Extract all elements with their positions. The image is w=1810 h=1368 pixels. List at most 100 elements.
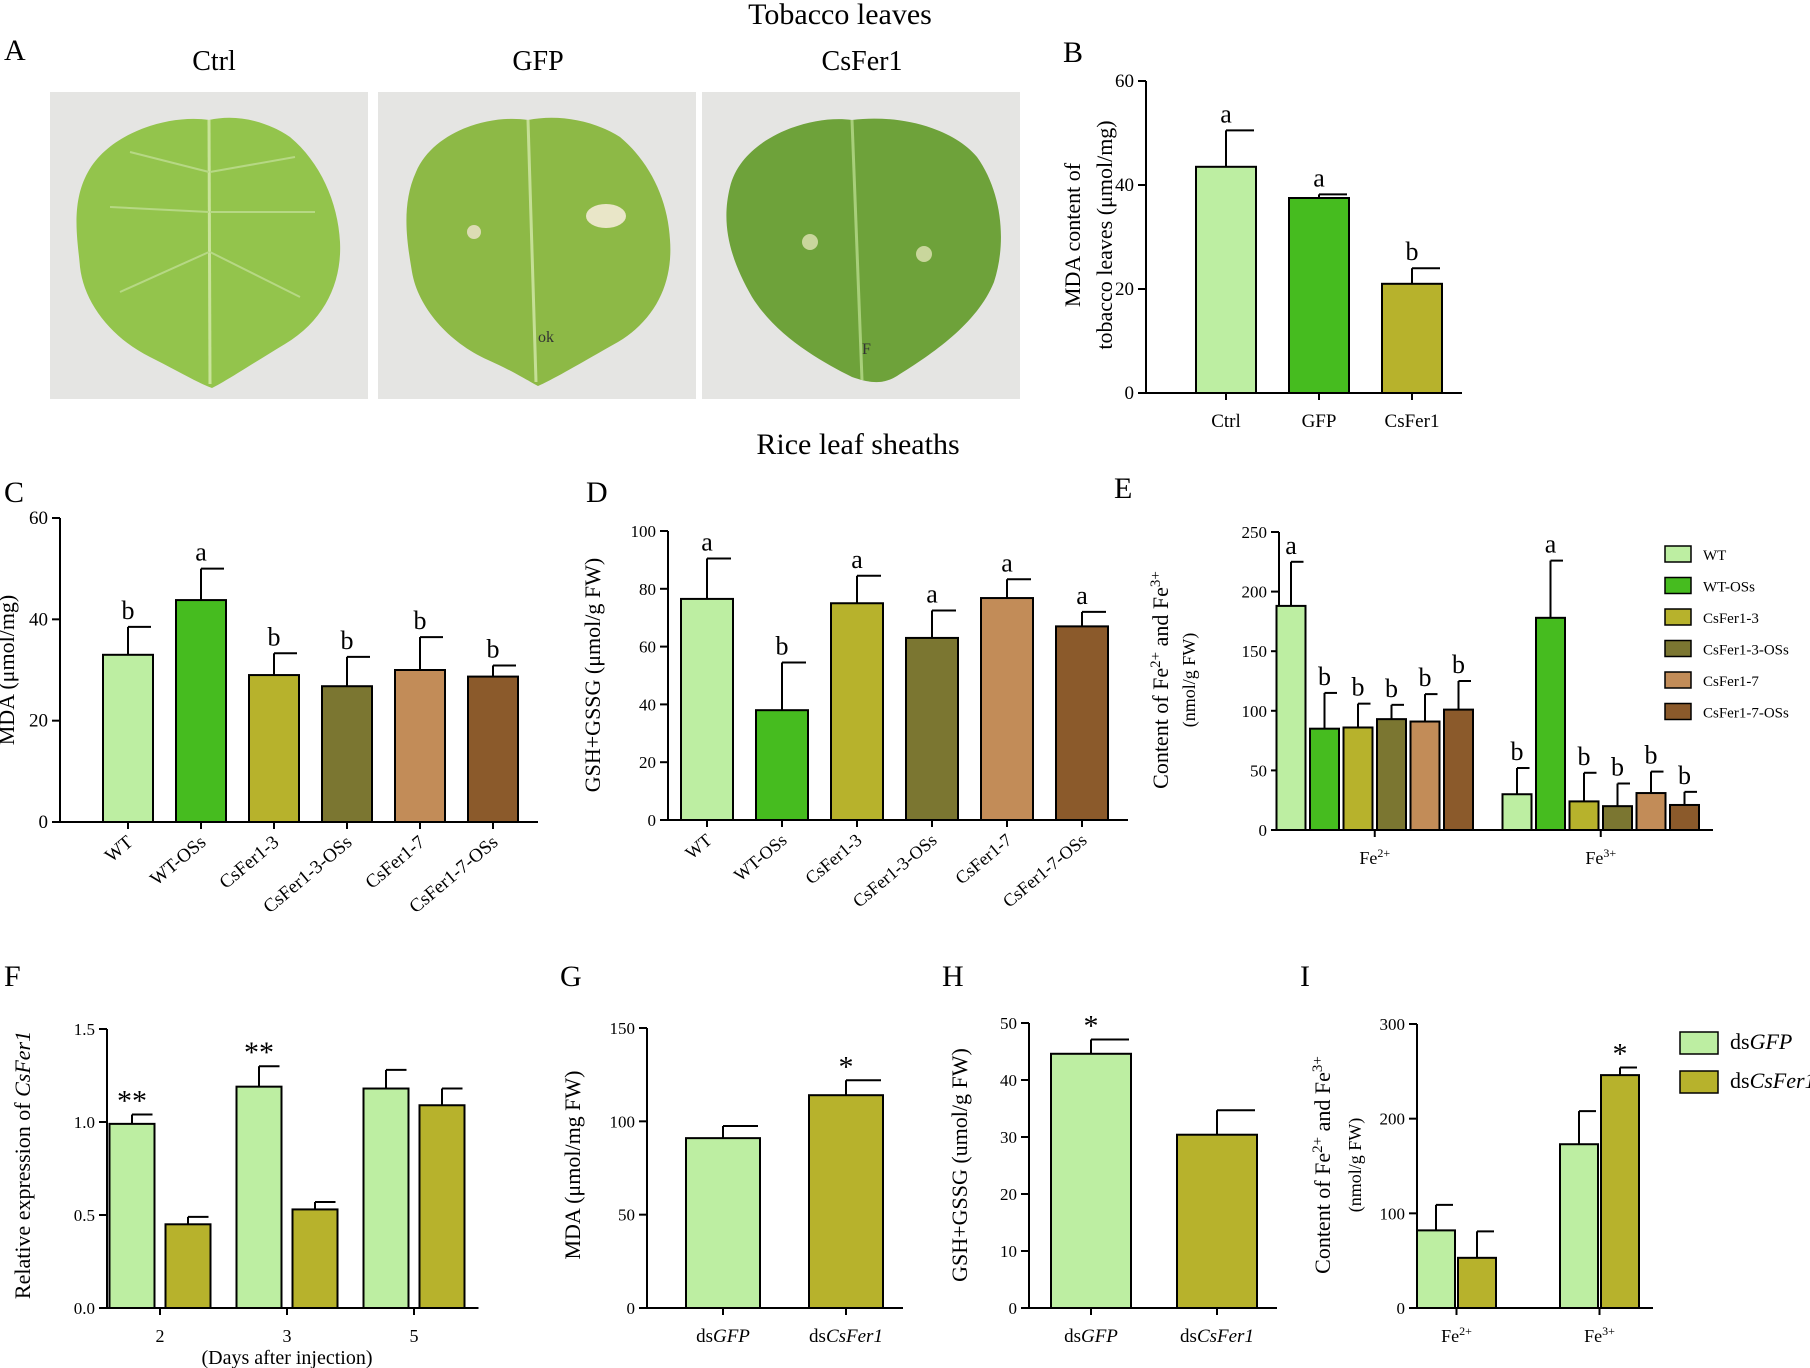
significance-letter-D: a <box>851 545 863 574</box>
y-tick-label-D: 100 <box>631 522 657 541</box>
significance-letter-C: b <box>122 596 135 625</box>
legend-swatch-E <box>1664 545 1692 563</box>
significance-letter-B: a <box>1313 163 1325 192</box>
section-title-tobacco: Tobacco leaves <box>748 0 932 31</box>
bar-B <box>1195 165 1257 394</box>
x-tick-label-G: dsGFP <box>696 1326 750 1347</box>
photo-label-ctrl: Ctrl <box>192 46 236 77</box>
leaf-image: ok <box>406 117 671 386</box>
legend-label-E: CsFer1-7-OSs <box>1703 706 1789 722</box>
bar-D <box>980 597 1034 821</box>
y-tick-label-C: 20 <box>29 711 48 732</box>
x-tick-label-F: 2 <box>156 1326 165 1346</box>
y-tick-label-G: 150 <box>610 1019 636 1038</box>
bar-I <box>1600 1074 1640 1309</box>
legend-swatch-E <box>1664 671 1692 689</box>
x-tick-label-C: WT-OSs <box>146 832 210 890</box>
bar-B <box>1381 282 1443 394</box>
panel-letter-e: E <box>1114 472 1133 505</box>
y-tick-label-E: 50 <box>1250 761 1267 780</box>
bar-C <box>467 675 519 823</box>
bar-D <box>680 597 734 821</box>
y-tick-label-E: 250 <box>1242 523 1268 542</box>
legend-label-E: CsFer1-7 <box>1703 674 1759 690</box>
x-tick-label-D: WT <box>681 830 715 863</box>
tobacco-leaf-photo-csfer1: F <box>702 92 1020 399</box>
panel-letter-c: C <box>4 476 25 509</box>
x-tick-label-B: GFP <box>1302 411 1337 432</box>
leaf-mark-ok: ok <box>538 329 554 346</box>
x-tick-label-E: Fe2+ <box>1359 846 1390 868</box>
bar-I <box>1416 1229 1456 1309</box>
bar-F <box>108 1122 156 1309</box>
y-tick-label-B: 0 <box>1125 383 1135 404</box>
x-tick-label-I: Fe2+ <box>1441 1324 1472 1346</box>
y-tick-label-B: 60 <box>1115 71 1134 92</box>
y-tick-label-G: 0 <box>627 1299 636 1318</box>
panel-letter-h: H <box>942 960 964 993</box>
y-axis-label-I: Content of Fe2+ and Fe3+ <box>1310 1056 1335 1274</box>
significance-letter-D: b <box>776 631 789 660</box>
panel-letter-b: B <box>1063 36 1084 69</box>
bar-G <box>808 1094 884 1309</box>
significance-letter-C: a <box>195 538 207 567</box>
legend-swatch-E <box>1664 702 1692 721</box>
bar-D <box>1055 625 1109 821</box>
bar-E <box>1535 616 1566 831</box>
bar-E <box>1602 805 1633 831</box>
y-tick-label-D: 20 <box>639 753 656 772</box>
legend-swatch-E <box>1664 639 1692 658</box>
y-tick-label-F: 0.0 <box>74 1299 95 1318</box>
bar-H <box>1176 1133 1258 1309</box>
x-tick-label-E: Fe3+ <box>1585 846 1616 868</box>
legend-label-I: dsGFP <box>1730 1029 1792 1054</box>
tobacco-leaf-photo-gfp: ok <box>378 92 696 399</box>
y-tick-label-C: 60 <box>29 508 48 529</box>
y-tick-label-E: 100 <box>1242 702 1268 721</box>
bar-C <box>248 674 300 823</box>
significance-letter-E: b <box>1645 741 1658 770</box>
y-tick-label-H: 40 <box>1000 1071 1017 1090</box>
x-tick-label-G: dsCsFer1 <box>809 1326 883 1347</box>
significance-letter-C: b <box>487 634 500 663</box>
y-axis-label-F: Relative expression of CsFer1 <box>10 1031 35 1299</box>
bar-E <box>1275 604 1307 831</box>
bar-D <box>905 636 959 821</box>
y-tick-label-D: 60 <box>639 638 656 657</box>
significance-letter-D: a <box>701 527 713 556</box>
x-tick-label-H: dsCsFer1 <box>1180 1326 1254 1347</box>
x-tick-label-F: 5 <box>410 1326 419 1346</box>
y-tick-label-C: 0 <box>39 812 49 833</box>
y-axis-label-B: MDA content of <box>1060 162 1085 307</box>
significance-letter-D: a <box>1076 581 1088 610</box>
y-tick-label-B: 20 <box>1115 279 1134 300</box>
y-tick-label-H: 10 <box>1000 1242 1017 1261</box>
significance-letter-E: b <box>1352 673 1365 702</box>
legend-label-I: dsCsFer1 <box>1730 1068 1810 1093</box>
bar-E <box>1443 708 1474 831</box>
y-axis-label-C: MDA (μmol/mg) <box>0 595 19 746</box>
bar-E <box>1409 720 1441 832</box>
y-tick-label-I: 300 <box>1380 1015 1406 1034</box>
y-tick-label-E: 0 <box>1259 821 1268 840</box>
bar-F <box>418 1104 466 1310</box>
panel-letter-f: F <box>4 960 21 993</box>
significance-mark-H: * <box>1084 1010 1099 1043</box>
y-axis-label-E: (nmol/g FW) <box>1179 633 1200 728</box>
y-tick-label-G: 50 <box>618 1206 635 1225</box>
x-tick-label-D: CsFer1-3 <box>801 830 865 888</box>
significance-mark-F: ** <box>117 1085 147 1118</box>
y-axis-label-D: GSH+GSSG (μmol/g FW) <box>580 558 605 792</box>
leaf-image: F <box>726 118 1001 383</box>
y-tick-label-I: 100 <box>1380 1204 1406 1223</box>
x-tick-label-C: CsFer1-7 <box>362 832 430 894</box>
y-tick-label-G: 100 <box>610 1112 636 1131</box>
significance-letter-B: b <box>1406 237 1419 266</box>
bar-G <box>685 1137 761 1309</box>
bar-C <box>102 653 154 823</box>
y-axis-label-G: MDA (μmol/mg FW) <box>560 1070 585 1259</box>
bar-D <box>830 602 884 821</box>
y-tick-label-D: 40 <box>639 695 656 714</box>
x-tick-label-D: CsFer1-7 <box>951 830 1015 888</box>
